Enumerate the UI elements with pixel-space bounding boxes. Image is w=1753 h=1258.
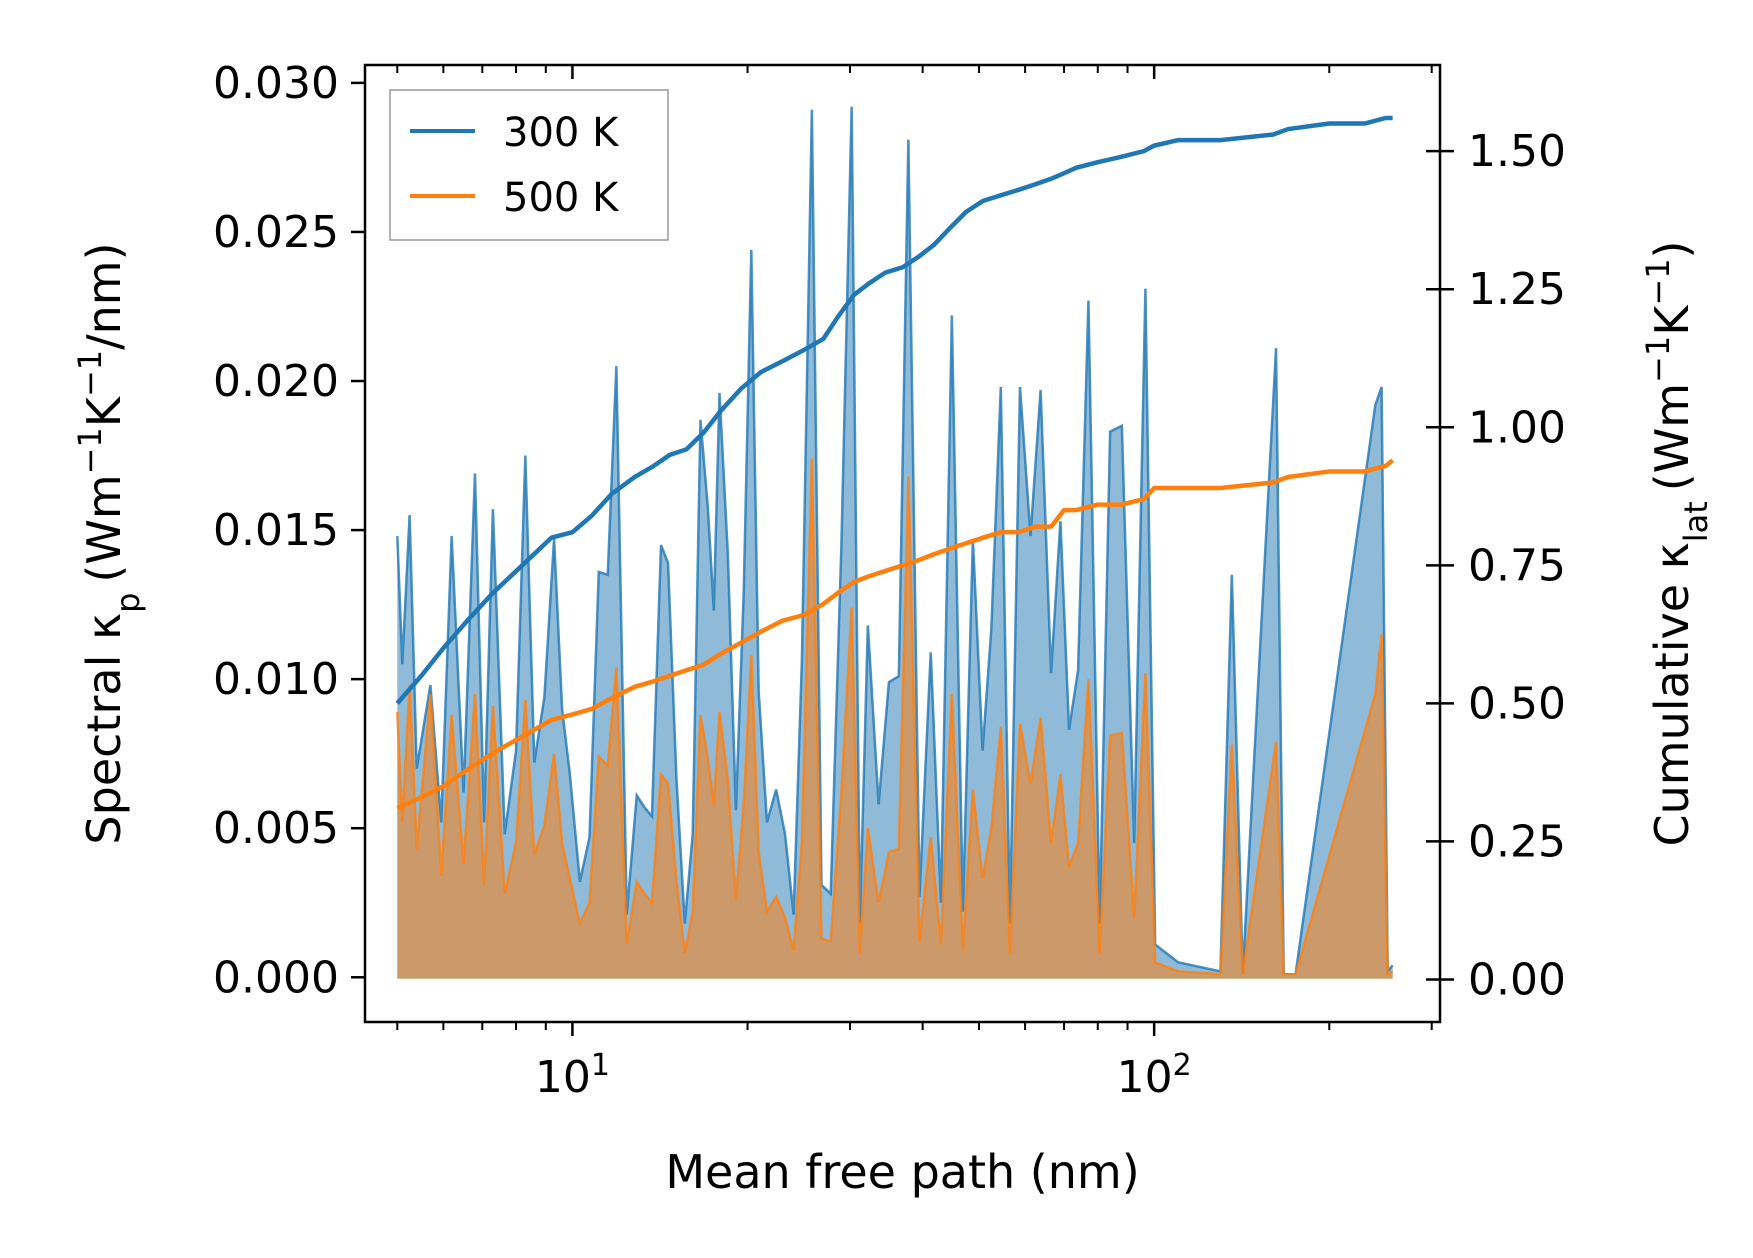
left-label-main: Spectral κ	[77, 613, 131, 845]
cumulative-line-500k	[396, 458, 1395, 811]
left-label-sup2: −1	[71, 350, 109, 397]
left-label-mid: K	[77, 395, 131, 427]
right-y-tick-label: 0.00	[1468, 954, 1566, 1005]
plot-frame	[363, 63, 1442, 1024]
legend: 300 K 500 K	[389, 89, 669, 241]
right-label-sup1: −1	[1639, 336, 1677, 383]
left-label-sub: p	[109, 593, 147, 613]
right-y-tick-label: 1.25	[1468, 264, 1566, 315]
right-label-units-pre: (Wm	[1645, 383, 1699, 491]
cumulative-lines	[395, 115, 1395, 811]
cumulative-line-300k	[395, 115, 1393, 705]
x-tick-label: 101	[535, 1048, 610, 1104]
right-y-tick-label: 0.25	[1468, 816, 1566, 867]
right-label-sub: lat	[1677, 501, 1715, 542]
left-y-tick-label: 0.025	[213, 207, 339, 258]
right-label-sup2: −1	[1639, 258, 1677, 305]
left-y-tick-label: 0.005	[213, 803, 339, 854]
spectral-line-500k	[396, 458, 1394, 977]
right-y-axis-label: Cumulative κlat(Wm−1K−1)	[1639, 240, 1715, 846]
left-label-units-post: /nm)	[77, 242, 131, 349]
right-y-tick-label: 0.50	[1468, 678, 1566, 729]
right-y-tick-label: 0.75	[1468, 540, 1566, 591]
right-label-mid: K	[1645, 304, 1699, 336]
legend-label-500k: 500 K	[503, 175, 620, 221]
legend-label-300k: 300 K	[503, 110, 620, 156]
left-y-tick-label: 0.010	[213, 654, 339, 705]
left-y-tick-label: 0.020	[213, 356, 339, 407]
left-label-units-pre: (Wm	[77, 474, 131, 582]
spectral-area-500k	[397, 458, 1393, 978]
right-label-units-post: )	[1645, 240, 1699, 258]
left-y-axis-label: Spectral κp(Wm−1K−1/nm)	[71, 242, 147, 844]
spectral-fills	[396, 106, 1394, 979]
spectral-line-300k	[396, 106, 1394, 976]
left-y-tick-label: 0.030	[213, 58, 339, 109]
x-tick-label: 102	[1117, 1048, 1192, 1104]
left-label-sup1: −1	[71, 427, 109, 474]
x-axis-label: Mean free path (nm)	[665, 1145, 1139, 1199]
legend-box	[389, 89, 669, 241]
right-y-tick-label: 1.00	[1468, 402, 1566, 453]
left-y-tick-label: 0.000	[213, 952, 339, 1003]
axis-ticks: 0.000 0.005 0.010 0.015 0.020 0.025 0.030 0.00 0…	[213, 58, 1566, 1103]
right-label-main: Cumulative κ	[1645, 542, 1699, 846]
right-y-tick-label: 1.50	[1468, 126, 1566, 177]
left-y-tick-label: 0.015	[213, 505, 339, 556]
